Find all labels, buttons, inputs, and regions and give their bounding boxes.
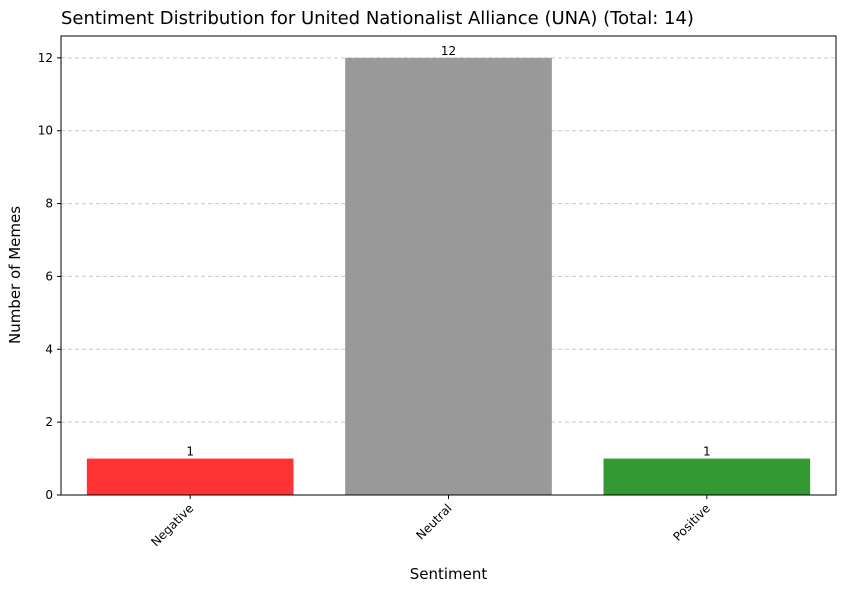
bars [86,57,811,495]
y-axis-title: Number of Memes [6,206,24,344]
x-tick-label: Negative [148,501,196,549]
chart-title: Sentiment Distribution for United Nation… [61,8,694,29]
y-tick-label: 4 [45,342,53,356]
y-tick-label: 8 [45,197,53,211]
y-tick-label: 2 [45,415,53,429]
y-tick-label: 12 [38,51,53,65]
x-tick-label: Positive [670,501,713,544]
plot-frame [60,35,837,496]
y-tick-label: 0 [45,488,53,502]
x-axis-title: Sentiment [410,565,488,583]
bar-positive [603,458,811,495]
bar-value-labels: 1 12 1 [186,44,710,459]
x-tick-label: Neutral [413,501,454,542]
bar-neutral [345,57,552,495]
bar-value-label: 12 [441,44,456,58]
y-tick-label: 10 [38,124,53,138]
bar-value-label: 1 [186,445,194,459]
bar-value-label: 1 [703,445,711,459]
y-tick-label: 6 [45,269,53,283]
bar-negative [86,458,294,495]
